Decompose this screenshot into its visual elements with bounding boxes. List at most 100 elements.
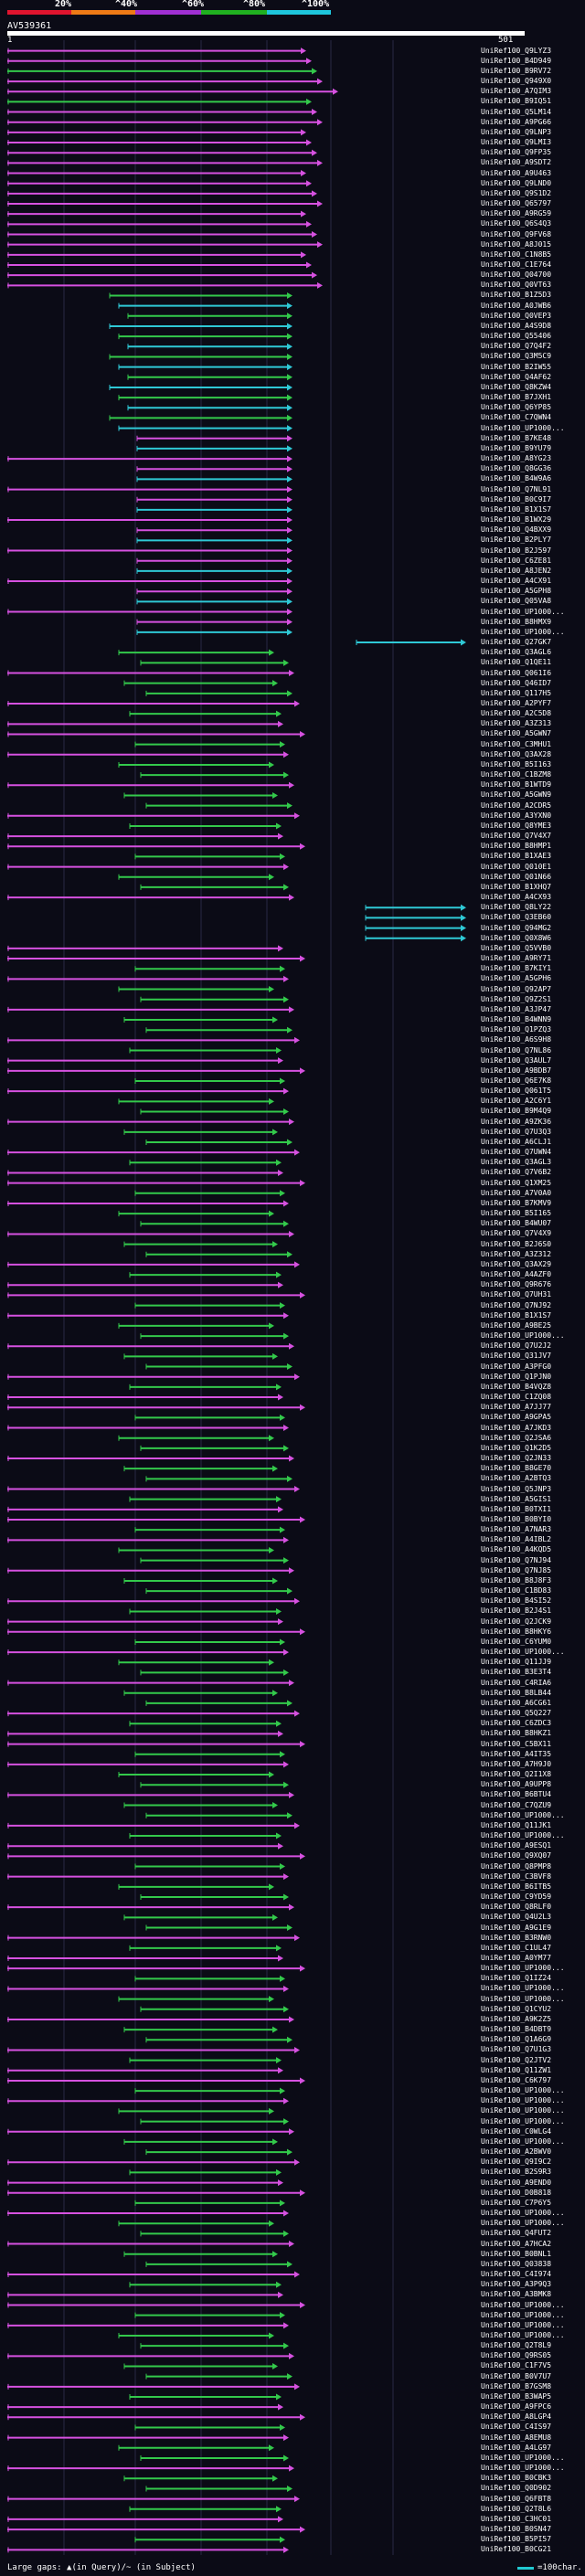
hit-label[interactable]: UniRef100_A8J015 — [481, 239, 552, 249]
hit-label[interactable]: UniRef100_A9END0 — [481, 2178, 552, 2187]
hit-label[interactable]: UniRef100_Q7Q4F2 — [481, 342, 552, 351]
hit-label[interactable]: UniRef100_A5GIS1 — [481, 1494, 552, 1503]
hit-label[interactable]: UniRef100_Q11JK1 — [481, 1820, 552, 1829]
hit-label[interactable]: UniRef100_Q8GG36 — [481, 464, 552, 473]
hit-label[interactable]: UniRef100_B6ITB5 — [481, 1882, 552, 1891]
hit-label[interactable]: UniRef100_A2BWV0 — [481, 2147, 552, 2157]
hit-label[interactable]: UniRef100_A4LG97 — [481, 2443, 552, 2452]
hit-label[interactable]: UniRef100_A9FPC6 — [481, 2402, 552, 2412]
hit-label[interactable]: UniRef100_A4S9D8 — [481, 321, 552, 330]
hit-label[interactable]: UniRef100_Q94MG2 — [481, 923, 552, 932]
hit-label[interactable]: UniRef100_UP1000... — [481, 2219, 565, 2228]
hit-label[interactable]: UniRef100_UP1000... — [481, 1831, 565, 1840]
hit-label[interactable]: UniRef100_B9YU79 — [481, 443, 552, 452]
hit-label[interactable]: UniRef100_C7QWN4 — [481, 413, 552, 422]
hit-label[interactable]: UniRef100_C0WLG4 — [481, 2126, 552, 2136]
hit-label[interactable]: UniRef100_B0V7U7 — [481, 2371, 552, 2380]
hit-label[interactable]: UniRef100_C1N8B5 — [481, 249, 552, 259]
hit-label[interactable]: UniRef100_Q7V6B2 — [481, 1168, 552, 1177]
hit-label[interactable]: UniRef100_UP1000... — [481, 1984, 565, 1993]
hit-label[interactable]: UniRef100_Q5Q227 — [481, 1709, 552, 1718]
hit-label[interactable]: UniRef100_C1E764 — [481, 260, 552, 269]
hit-label[interactable]: UniRef100_Q3AUL7 — [481, 1055, 552, 1065]
hit-label[interactable]: UniRef100_Q8PMP8 — [481, 1861, 552, 1871]
hit-label[interactable]: UniRef100_C1F7V5 — [481, 2361, 552, 2370]
hit-label[interactable]: UniRef100_A9BDB7 — [481, 1065, 552, 1075]
hit-label[interactable]: UniRef100_Q3M5C9 — [481, 352, 552, 361]
hit-label[interactable]: UniRef100_Q7V4X7 — [481, 832, 552, 841]
hit-label[interactable]: UniRef100_Q9LMI3 — [481, 138, 552, 147]
hit-label[interactable]: UniRef100_Q92AP7 — [481, 984, 552, 993]
hit-label[interactable]: UniRef100_Q0VT63 — [481, 281, 552, 290]
hit-label[interactable]: UniRef100_Q5LM14 — [481, 107, 552, 116]
hit-label[interactable]: UniRef100_Q0VEP3 — [481, 311, 552, 320]
hit-label[interactable]: UniRef100_C3MHU1 — [481, 739, 552, 748]
hit-label[interactable]: UniRef100_UP1000... — [481, 2464, 565, 2473]
hit-label[interactable]: UniRef100_B0C9I7 — [481, 494, 552, 504]
hit-label[interactable]: UniRef100_A9BE25 — [481, 1320, 552, 1330]
hit-label[interactable]: UniRef100_Q3AX28 — [481, 749, 552, 758]
hit-label[interactable]: UniRef100_B4SI52 — [481, 1596, 552, 1606]
hit-label[interactable]: UniRef100_A3P9Q3 — [481, 2280, 552, 2289]
hit-label[interactable]: UniRef100_Q7U2J2 — [481, 1341, 552, 1351]
hit-label[interactable]: UniRef100_A2CDR5 — [481, 800, 552, 810]
hit-label[interactable]: UniRef100_Q7NJ92 — [481, 1300, 552, 1309]
hit-label[interactable]: UniRef100_A4CX93 — [481, 893, 552, 902]
hit-label[interactable]: UniRef100_B6BTU4 — [481, 1790, 552, 1799]
hit-label[interactable]: UniRef100_B8HMX9 — [481, 617, 552, 626]
hit-label[interactable]: UniRef100_B7KMV9 — [481, 1198, 552, 1207]
hit-label[interactable]: UniRef100_Q949X0 — [481, 77, 552, 86]
hit-label[interactable]: UniRef100_B8HMP1 — [481, 842, 552, 851]
hit-label[interactable]: UniRef100_UP1000... — [481, 1331, 565, 1341]
hit-label[interactable]: UniRef100_C6YUM0 — [481, 1637, 552, 1646]
hit-label[interactable]: UniRef100_Q6YP85 — [481, 403, 552, 412]
hit-label[interactable]: UniRef100_A7QIM3 — [481, 87, 552, 96]
hit-label[interactable]: UniRef100_Q2JSA6 — [481, 1433, 552, 1442]
hit-label[interactable]: UniRef100_B7KIY1 — [481, 964, 552, 973]
hit-label[interactable]: UniRef100_B4VQZ8 — [481, 1382, 552, 1391]
hit-label[interactable]: UniRef100_Q0D902 — [481, 2484, 552, 2493]
hit-label[interactable]: UniRef100_UP1000... — [481, 2320, 565, 2329]
hit-label[interactable]: UniRef100_Q9LYZ3 — [481, 46, 552, 55]
hit-label[interactable]: UniRef100_B8HKZ1 — [481, 1729, 552, 1738]
hit-label[interactable]: UniRef100_A4IBL2 — [481, 1535, 552, 1544]
hit-label[interactable]: UniRef100_Q8YME3 — [481, 821, 552, 830]
hit-label[interactable]: UniRef100_Q46ID7 — [481, 678, 552, 687]
hit-label[interactable]: UniRef100_Q8LY22 — [481, 903, 552, 912]
hit-label[interactable]: UniRef100_Q0X8W6 — [481, 933, 552, 942]
hit-label[interactable]: UniRef100_A9RG59 — [481, 209, 552, 218]
hit-label[interactable]: UniRef100_C1ZQ08 — [481, 1393, 552, 1402]
hit-label[interactable]: UniRef100_Q7V4X9 — [481, 1229, 552, 1238]
hit-label[interactable]: UniRef100_B8LB44 — [481, 1688, 552, 1697]
hit-label[interactable]: UniRef100_Q9FP35 — [481, 148, 552, 157]
hit-label[interactable]: UniRef100_Q05VA8 — [481, 597, 552, 606]
hit-label[interactable]: UniRef100_B0SN47 — [481, 2525, 552, 2534]
hit-label[interactable]: UniRef100_B5I165 — [481, 1209, 552, 1218]
hit-label[interactable]: UniRef100_Q5JNP3 — [481, 1484, 552, 1493]
hit-label[interactable]: UniRef100_A7H9J0 — [481, 1759, 552, 1768]
hit-label[interactable]: UniRef100_B2J597 — [481, 546, 552, 555]
hit-label[interactable]: UniRef100_Q9FV68 — [481, 229, 552, 239]
hit-label[interactable]: UniRef100_A2BTQ3 — [481, 1474, 552, 1483]
hit-label[interactable]: UniRef100_Q1XM25 — [481, 1178, 552, 1187]
hit-label[interactable]: UniRef100_B5PI57 — [481, 2535, 552, 2544]
hit-label[interactable]: UniRef100_Q1CYU2 — [481, 2004, 552, 2013]
hit-label[interactable]: UniRef100_B2J4S1 — [481, 1606, 552, 1616]
hit-label[interactable]: UniRef100_A6CLJ1 — [481, 1137, 552, 1146]
hit-label[interactable]: UniRef100_B1XHQ7 — [481, 882, 552, 891]
hit-label[interactable]: UniRef100_A9GPA5 — [481, 1413, 552, 1422]
hit-label[interactable]: UniRef100_B4WU07 — [481, 1219, 552, 1228]
hit-label[interactable]: UniRef100_D0B818 — [481, 2188, 552, 2197]
hit-label[interactable]: UniRef100_B8GE70 — [481, 1464, 552, 1473]
hit-label[interactable]: UniRef100_A3JP47 — [481, 1004, 552, 1013]
hit-label[interactable]: UniRef100_B1WX29 — [481, 515, 552, 525]
hit-label[interactable]: UniRef100_Q27GK7 — [481, 638, 552, 646]
hit-label[interactable]: UniRef100_Q7U1G3 — [481, 2045, 552, 2054]
hit-label[interactable]: UniRef100_Q01N66 — [481, 872, 552, 881]
hit-label[interactable]: UniRef100_UP1000... — [481, 1810, 565, 1819]
hit-label[interactable]: UniRef100_Q04700 — [481, 270, 552, 280]
hit-label[interactable]: UniRef100_A3Z312 — [481, 1249, 552, 1258]
hit-label[interactable]: UniRef100_UP1000... — [481, 423, 565, 432]
hit-label[interactable]: UniRef100_B2S9R3 — [481, 2168, 552, 2177]
hit-label[interactable]: UniRef100_UP1000... — [481, 2310, 565, 2319]
